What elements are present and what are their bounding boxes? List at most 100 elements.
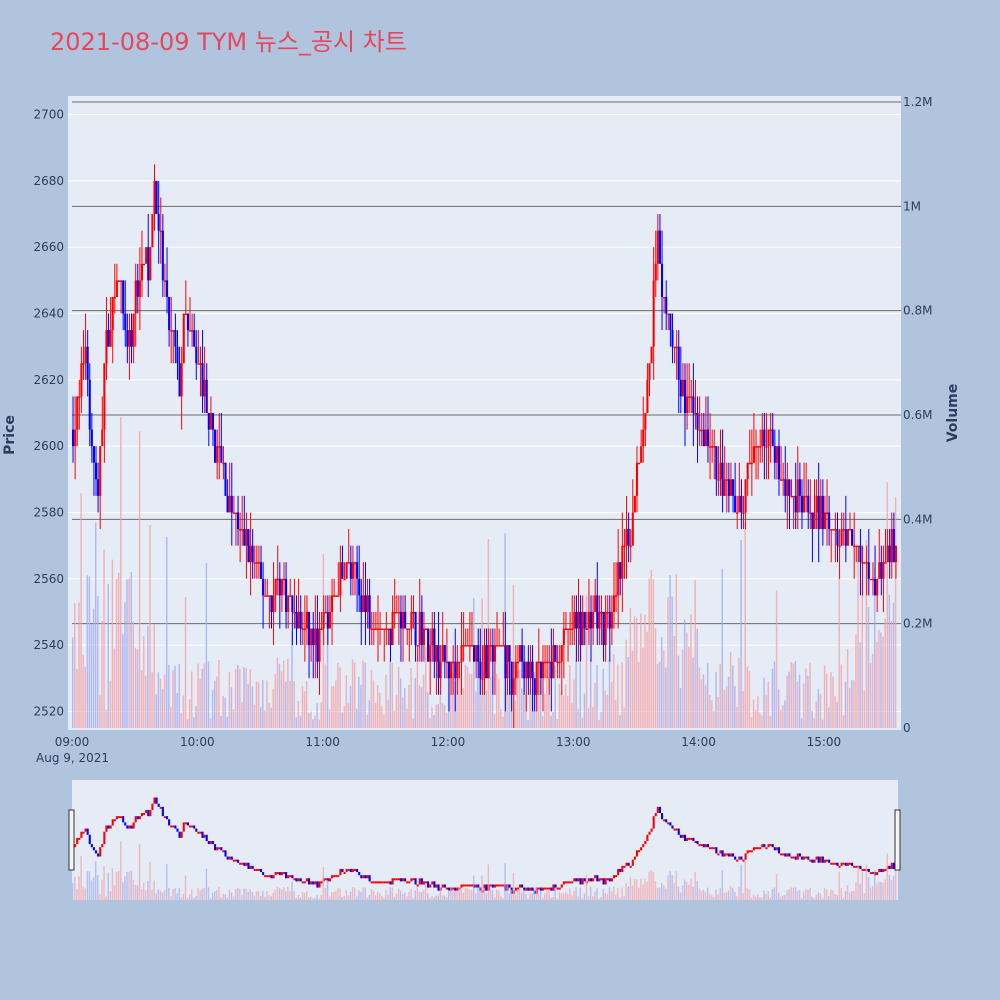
volume-bar [257,682,260,728]
candle-body [145,247,148,264]
volume-bar [105,709,107,728]
candle-body [786,479,789,496]
slider-volume-bar [679,892,682,900]
slider-volume-bar [404,892,406,900]
candle-body [249,545,252,563]
volume-bar [186,719,189,728]
volume-bar [658,661,661,728]
candle-body [548,661,551,664]
slider-candle [598,878,601,882]
volume-bar [683,619,686,728]
candle-body [272,595,275,612]
slider-volume-bar [117,870,120,900]
volume-bar [493,714,496,728]
slider-volume-bar [650,870,653,900]
volume-bar [138,431,141,728]
slider-volume-bar [393,896,396,900]
slider-candle [761,844,764,848]
volume-bar [362,660,364,728]
range-slider-right-handle[interactable] [894,809,901,871]
slider-candle [216,847,219,851]
volume-bar [320,702,323,728]
slider-volume-bar [72,882,74,900]
candle-body [435,645,438,662]
slider-volume-bar [163,889,166,900]
candle-body [696,413,699,430]
candle-body [738,495,741,513]
slider-candle [107,825,110,829]
slider-volume-bar [642,884,644,900]
volume-bar [610,682,613,728]
slider-volume-bar [80,855,82,900]
slider-candle [109,825,112,829]
slider-candle [214,844,217,851]
time-axis-ticks: 09:00 10:00 11:00 12:00 13:00 14:00 15:00 [55,735,841,749]
volume-bar [512,585,515,728]
volume-bar [234,669,237,728]
candle-body [487,645,490,679]
slider-volume-bar [99,893,101,900]
slider-volume-bar [523,889,525,900]
candle-body [777,446,781,480]
volume-bar [293,681,295,728]
volume-bar [326,621,329,728]
volume-bar [694,579,696,728]
volume-bar [383,714,385,728]
slider-candle [333,875,336,878]
volume-bar [830,672,832,728]
slider-candle [890,862,893,869]
volume-bar [855,634,857,728]
candle-body [155,180,158,215]
slider-volume-bar [473,875,475,900]
slider-volume-bar [324,888,327,900]
volume-bar [303,691,306,728]
slider-volume-bar [241,895,243,900]
slider-volume-bar [594,891,596,900]
slider-volume-bar [385,889,387,900]
slider-candle [575,878,578,882]
candle-body [508,645,511,662]
candle-body [245,529,248,546]
slider-candle [218,847,221,850]
candle-body [393,611,396,614]
slider-volume-bar [251,892,254,900]
price-tick-label: 2640 [33,307,64,321]
candle-body [529,661,532,679]
slider-volume-bar [784,894,786,900]
volume-bar [249,669,251,728]
range-slider-area[interactable] [72,780,898,900]
candle-body [788,479,791,496]
slider-volume-bar [285,891,287,900]
volume-bar [681,650,684,728]
slider-volume-bar [498,890,500,900]
slider-volume-bar [752,894,755,900]
volume-bar [155,694,158,728]
volume-bar [370,670,373,728]
candle-body [817,495,820,530]
slider-volume-bar [871,886,874,900]
slider-candle [402,878,405,882]
slider-candle [452,887,455,890]
candle-body [656,230,659,264]
volume-bar [86,575,89,728]
slider-candle [775,847,778,851]
slider-candle [663,819,666,822]
candle-body [226,495,229,513]
slider-volume-bar [111,868,114,900]
candle-body [746,462,749,480]
volume-bar [262,679,264,728]
volume-bar [224,698,226,728]
slider-volume-bar [825,889,828,900]
candle-body [170,330,173,332]
slider-candle [840,862,843,866]
slider-candle [416,884,419,887]
slider-candle [241,862,244,865]
slider-volume-bar [863,892,866,900]
candle-body [314,628,317,646]
range-slider-left-handle[interactable] [68,809,75,871]
volume-bar [435,704,437,728]
volume-bar [700,679,703,728]
volume-bar [90,624,93,728]
volume-bar [170,707,172,728]
slider-volume-bar [811,896,813,900]
